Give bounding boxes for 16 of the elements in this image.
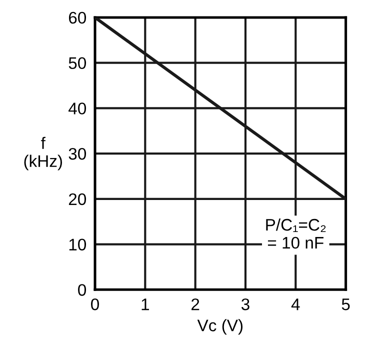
y-tick-label: 50: [68, 57, 86, 70]
y-tick-label: 40: [68, 102, 86, 114]
y-axis-title: f (kHz): [24, 136, 62, 170]
x-tick-label: 1: [142, 298, 149, 310]
x-tick-label: 5: [342, 298, 350, 310]
y-tick-label: 10: [69, 238, 86, 251]
y-tick-label: 60: [68, 12, 86, 24]
x-tick-label: 4: [291, 298, 300, 310]
y-tick-label: 20: [68, 193, 86, 206]
x-axis-title: Vc (V): [197, 319, 243, 335]
y-tick-label: 0: [78, 284, 86, 296]
x-tick-label: 3: [241, 298, 250, 310]
y-tick-label: 30: [68, 148, 86, 160]
annotation: P/C₁=C₂ = 10 nF: [266, 218, 326, 249]
x-tick-label: 0: [91, 298, 99, 310]
x-tick-label: 2: [192, 298, 200, 310]
